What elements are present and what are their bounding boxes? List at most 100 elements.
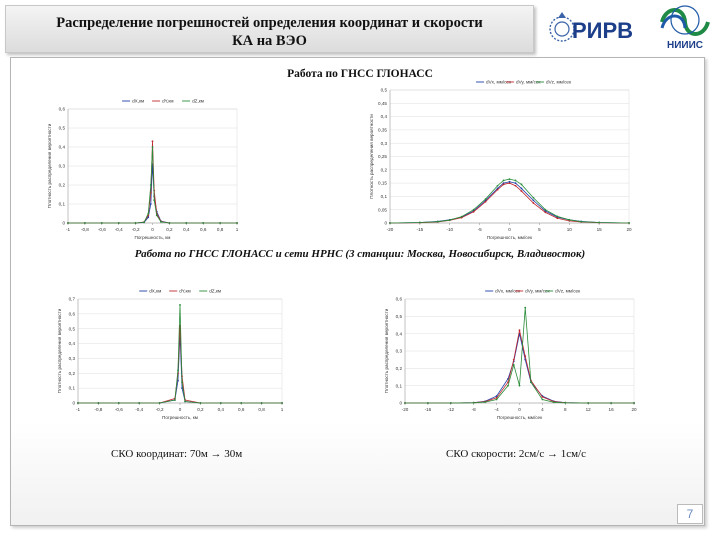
slide-title-line1: Распределение погрешностей определения к… [56, 15, 483, 31]
slide-title-line2: КА на ВЭО [232, 33, 307, 49]
x-tick-label: 0 [151, 227, 154, 232]
data-point [524, 306, 527, 309]
series-line [389, 182, 630, 224]
y-tick-label: 0,25 [378, 154, 387, 159]
x-tick-label: -0,8 [81, 227, 89, 232]
data-point [181, 381, 183, 384]
data-point [496, 184, 499, 187]
data-point [514, 179, 517, 182]
y-tick-label: 0 [72, 401, 75, 406]
data-point [587, 402, 590, 404]
data-point [580, 220, 583, 223]
data-point [179, 304, 181, 306]
data-point [174, 399, 176, 401]
data-point [147, 216, 150, 219]
data-point [496, 188, 499, 191]
data-point [484, 198, 487, 200]
x-tick-label: 20 [626, 227, 632, 232]
y-tick-label: 0,6 [59, 107, 66, 112]
chart-speed-glonass: dVx, мм/сек dVy, мм/сек dVz, мм/сек 0 0,05 0,… [369, 80, 632, 240]
data-point [556, 217, 559, 220]
data-point [67, 222, 69, 224]
y-tick-label: 0,05 [378, 207, 387, 212]
y-tick-label: 0,1 [59, 202, 66, 207]
x-tick-label: 0,8 [258, 407, 265, 412]
y-tick-label: 0,7 [69, 297, 76, 302]
x-tick-label: -0,8 [94, 407, 102, 412]
data-point [628, 222, 630, 224]
data-point [541, 396, 544, 398]
x-tick-label: 1 [281, 407, 284, 412]
data-point [436, 220, 439, 223]
data-point [155, 214, 158, 217]
data-point [544, 211, 547, 214]
data-point [544, 210, 547, 212]
y-tick-label: 0,2 [396, 366, 403, 371]
data-point [184, 400, 187, 403]
data-point [472, 208, 475, 211]
x-tick-label: -1 [66, 227, 71, 232]
x-tick-label: -0,6 [115, 407, 123, 412]
data-point [541, 398, 544, 401]
page-number: 7 [677, 504, 703, 524]
legend-label: dVy, мм/сек [516, 80, 541, 85]
x-tick-label: -10 [446, 227, 453, 232]
data-point [149, 184, 152, 186]
x-tick-label: -5 [478, 227, 483, 232]
data-point [520, 190, 523, 192]
rirv-logo: РИРВ [549, 12, 633, 43]
data-point [472, 401, 475, 404]
data-point [448, 219, 451, 221]
data-point [449, 402, 452, 404]
y-tick-label: 0,1 [396, 383, 403, 388]
y-axis-label: Плотность распределения вероятности [57, 308, 62, 393]
y-tick-label: 0,1 [69, 386, 76, 391]
niiis-logo: НИИИС [660, 5, 710, 51]
legend-label: dX,км [132, 99, 144, 104]
legend-label: dVy, мм/сек [525, 289, 550, 294]
y-tick-label: 0,35 [378, 128, 387, 133]
data-point [512, 358, 515, 361]
x-tick-label: -20 [387, 227, 394, 232]
y-tick-label: 0 [62, 221, 65, 226]
data-point [149, 203, 152, 205]
caption-speed: СКО скорости: 2см/с → 1см/с [446, 448, 586, 460]
x-tick-label: 0 [179, 407, 182, 412]
y-tick-label: 0,2 [59, 183, 66, 188]
data-point [160, 220, 162, 223]
x-tick-label: -0,4 [115, 227, 123, 232]
y-tick-label: 0,5 [59, 126, 66, 131]
data-point [427, 402, 429, 404]
x-tick-label: 0,2 [197, 407, 204, 412]
y-tick-label: 0,1 [381, 194, 388, 199]
series-line [389, 178, 630, 224]
slide-title: Распределение погрешностей определения к… [6, 14, 533, 50]
series-line [405, 307, 634, 404]
y-tick-label: 0,2 [381, 167, 388, 172]
plot-area [389, 89, 630, 224]
y-tick-label: 0,2 [69, 371, 76, 376]
content-frame [10, 57, 705, 526]
data-point [138, 402, 141, 404]
x-tick-label: 5 [538, 227, 541, 232]
data-point [524, 355, 527, 358]
svg-text:РИРВ: РИРВ [572, 18, 633, 43]
data-point [518, 384, 521, 387]
series-line [78, 334, 282, 404]
y-tick-label: 0 [399, 401, 402, 406]
x-tick-label: 4 [541, 407, 544, 412]
series-line [68, 164, 237, 224]
x-tick-label: 15 [597, 227, 603, 232]
x-tick-label: 0,8 [217, 227, 224, 232]
legend-label: dX,км [149, 289, 161, 294]
y-tick-label: 0,45 [378, 101, 387, 106]
y-tick-label: 0,3 [381, 141, 388, 146]
data-point [508, 180, 511, 183]
data-point [610, 402, 612, 404]
y-tick-label: 0,4 [381, 114, 388, 119]
data-point [514, 184, 517, 187]
y-axis-label: Плотность распределения вероятности [384, 308, 389, 393]
plot-area [77, 298, 283, 404]
data-point [181, 387, 183, 390]
section1-heading: Работа по ГНСС ГЛОНАСС [287, 68, 433, 80]
